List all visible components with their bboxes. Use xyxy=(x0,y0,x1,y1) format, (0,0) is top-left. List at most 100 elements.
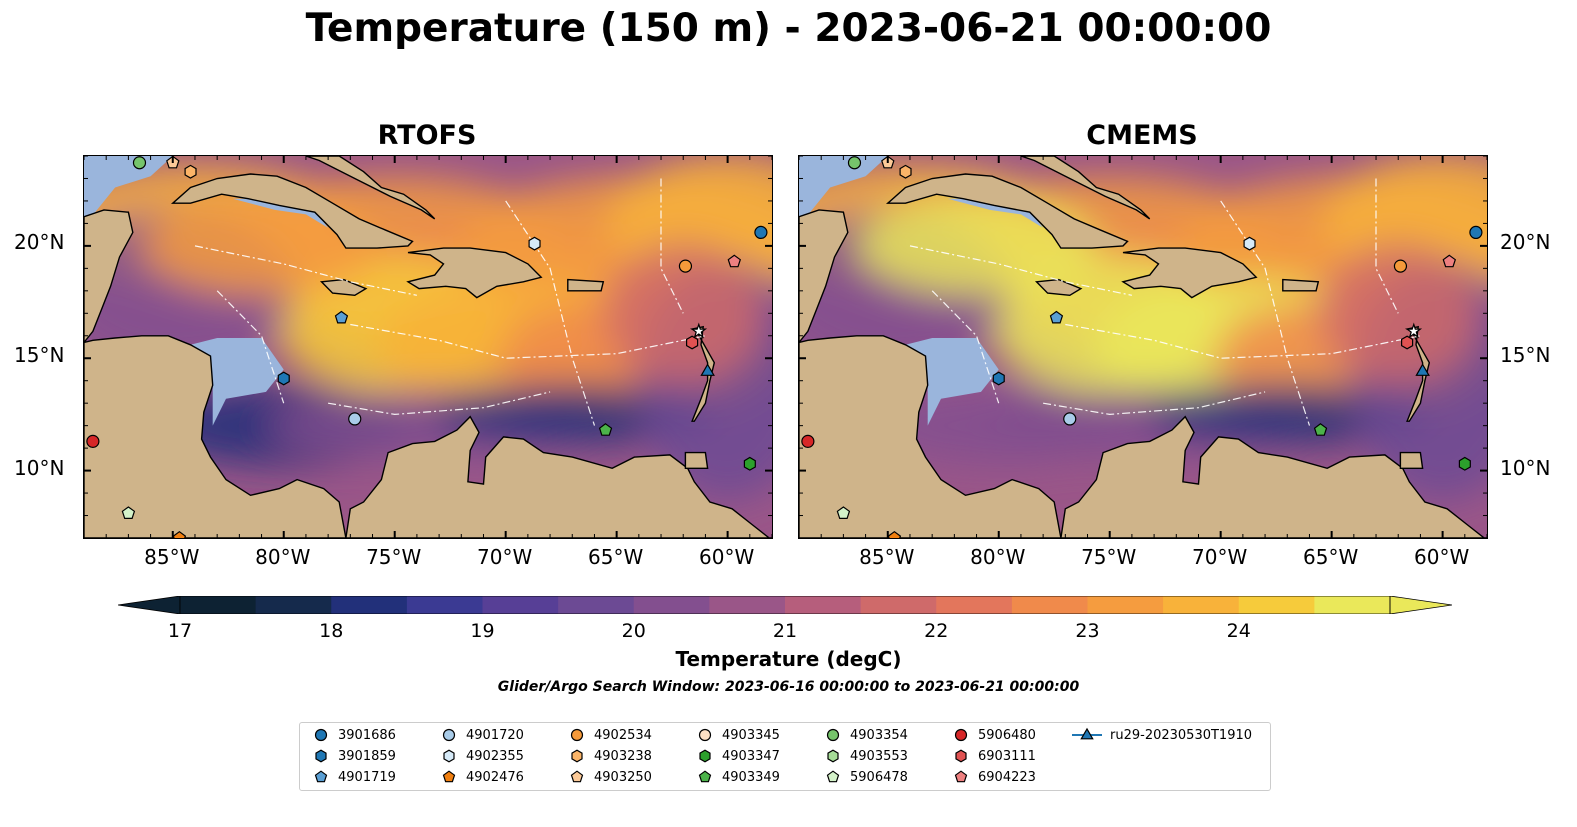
float-marker[interactable] xyxy=(1393,259,1408,273)
float-marker[interactable] xyxy=(1442,254,1457,268)
legend-marker-icon xyxy=(698,770,712,783)
legend-item: 4903349 xyxy=(696,767,780,787)
float-marker[interactable] xyxy=(801,434,815,448)
float-marker[interactable] xyxy=(992,371,1005,386)
legend-marker-icon xyxy=(442,728,456,742)
lat-tick-right-20: 20°N xyxy=(1500,230,1551,254)
legend-item: 4903347 xyxy=(696,746,780,766)
legend-label: 4903349 xyxy=(722,769,780,785)
colorbar-tick-label: 22 xyxy=(924,620,949,642)
legend-label: 6904223 xyxy=(978,769,1036,785)
legend-marker-icon xyxy=(570,728,584,742)
lon-tick-label: 75°W xyxy=(366,545,422,569)
legend-label: 4903250 xyxy=(594,769,652,785)
legend-label: 5906480 xyxy=(978,727,1036,743)
float-marker[interactable] xyxy=(727,254,742,268)
legend-label: 4901720 xyxy=(466,727,524,743)
float-marker[interactable] xyxy=(685,335,699,350)
lon-tick-label: 80°W xyxy=(255,545,311,569)
legend-item: ru29-20230530T1910 xyxy=(1072,725,1252,745)
legend-item: 4901719 xyxy=(312,767,396,787)
float-marker[interactable] xyxy=(1313,423,1328,436)
lat-tick-left-15: 15°N xyxy=(14,343,65,367)
lat-tick-left-10: 10°N xyxy=(14,456,65,480)
legend-marker-icon xyxy=(826,728,840,742)
float-marker[interactable] xyxy=(121,506,136,519)
legend-item: 4902534 xyxy=(568,725,652,745)
legend-item: 3901859 xyxy=(312,746,396,766)
float-marker[interactable] xyxy=(847,156,862,170)
float-marker[interactable] xyxy=(528,236,541,251)
legend-marker-icon xyxy=(570,770,584,783)
legend-marker-icon xyxy=(954,770,968,783)
float-marker[interactable] xyxy=(1049,310,1064,324)
legend-item: 5906478 xyxy=(824,767,908,787)
legend-marker-icon xyxy=(699,749,711,763)
float-marker[interactable] xyxy=(678,259,693,273)
float-marker[interactable] xyxy=(887,530,902,538)
float-marker[interactable] xyxy=(1405,322,1423,339)
legend-marker-icon xyxy=(827,749,839,763)
cmems-map[interactable] xyxy=(798,155,1488,539)
lon-tick-label: 60°W xyxy=(1413,545,1470,569)
float-marker[interactable] xyxy=(86,434,100,448)
float-marker[interactable] xyxy=(334,310,349,324)
legend-item: 4903553 xyxy=(824,746,908,766)
float-marker[interactable] xyxy=(743,456,756,471)
lat-tick-right-15: 15°N xyxy=(1500,343,1551,367)
legend-marker-icon xyxy=(1072,727,1102,740)
float-marker[interactable] xyxy=(1243,236,1256,251)
colorbar-label: Temperature (degC) xyxy=(675,647,902,671)
float-marker[interactable] xyxy=(1458,456,1471,471)
panel-title-cmems: CMEMS xyxy=(1086,120,1198,151)
colorbar xyxy=(117,595,1453,615)
panel-title-rtofs: RTOFS xyxy=(377,120,477,151)
float-marker[interactable] xyxy=(1415,363,1430,376)
search-window-text: Glider/Argo Search Window: 2023-06-16 00… xyxy=(497,679,1080,695)
legend-label: 4902476 xyxy=(466,769,524,785)
lon-tick-label: 65°W xyxy=(588,545,644,569)
float-marker[interactable] xyxy=(132,156,147,170)
float-marker[interactable] xyxy=(1469,225,1483,240)
colorbar-tick-label: 23 xyxy=(1075,620,1100,642)
float-marker[interactable] xyxy=(598,423,613,436)
legend-item: 4903345 xyxy=(696,725,780,745)
legend-marker-icon xyxy=(571,749,583,763)
legend-marker-icon xyxy=(826,770,840,783)
legend-item: 6903111 xyxy=(952,746,1036,766)
rtofs-map[interactable] xyxy=(83,155,773,539)
legend-marker-icon xyxy=(442,770,456,783)
float-marker[interactable] xyxy=(1400,335,1414,350)
lon-tick-label: 60°W xyxy=(698,545,755,569)
legend-marker-icon xyxy=(955,749,967,763)
colorbar-tick-label: 24 xyxy=(1226,620,1251,642)
float-marker[interactable] xyxy=(700,363,715,376)
legend-label: 4901719 xyxy=(338,769,396,785)
lon-tick-label: 70°W xyxy=(477,545,533,569)
float-marker[interactable] xyxy=(184,164,197,179)
legend-item: 6904223 xyxy=(952,767,1036,787)
float-marker[interactable] xyxy=(348,412,362,426)
float-marker[interactable] xyxy=(836,506,851,519)
legend-label: 4903238 xyxy=(594,748,652,764)
legend-label: ru29-20230530T1910 xyxy=(1110,727,1253,743)
float-marker[interactable] xyxy=(277,371,290,386)
float-marker[interactable] xyxy=(1063,412,1077,426)
float-marker[interactable] xyxy=(754,225,768,240)
legend-label: 5906478 xyxy=(850,769,908,785)
float-marker[interactable] xyxy=(690,322,708,339)
legend-label: 4903345 xyxy=(722,727,780,743)
legend-label: 4902355 xyxy=(466,748,524,764)
lon-tick-label: 65°W xyxy=(1303,545,1359,569)
legend-label: 4903347 xyxy=(722,748,780,764)
legend-marker-icon xyxy=(315,749,327,763)
legend-label: 3901686 xyxy=(338,727,396,743)
legend-marker-icon xyxy=(314,728,328,742)
float-marker[interactable] xyxy=(899,164,912,179)
legend-item: 4902355 xyxy=(440,746,524,766)
lon-tick-label: 85°W xyxy=(144,545,200,569)
float-marker[interactable] xyxy=(172,530,187,538)
legend-marker-icon xyxy=(443,749,455,763)
colorbar-tick-label: 17 xyxy=(167,620,193,642)
lon-tick-label: 80°W xyxy=(970,545,1026,569)
